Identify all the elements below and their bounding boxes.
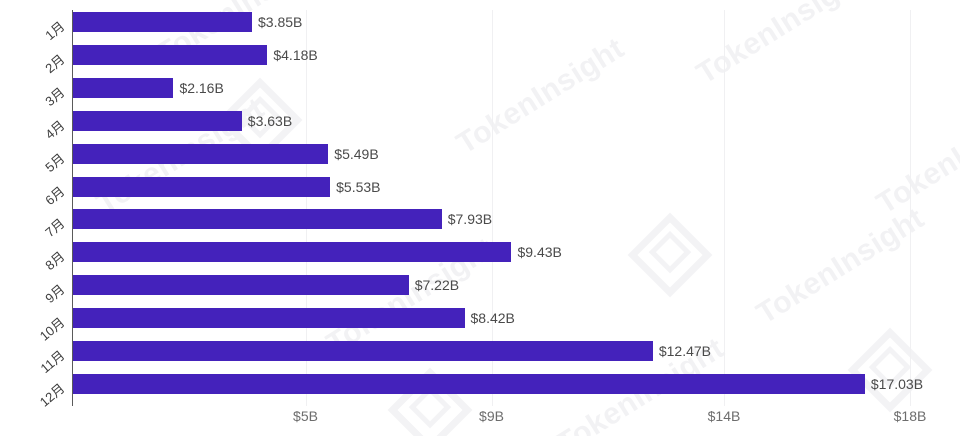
bar[interactable] bbox=[73, 143, 329, 164]
bar[interactable] bbox=[73, 373, 865, 394]
bar-row[interactable]: $5.49B bbox=[73, 143, 960, 164]
bar-value-label: $12.47B bbox=[658, 343, 712, 359]
bar-value-label: $5.49B bbox=[334, 145, 379, 162]
bar-row[interactable]: $2.16B bbox=[73, 77, 960, 98]
x-axis-tick-label: $5B bbox=[293, 408, 318, 424]
y-axis-line bbox=[72, 10, 73, 406]
bar-row[interactable]: $17.03B bbox=[73, 373, 960, 394]
bar-row[interactable]: $4.18B bbox=[73, 44, 960, 65]
bar[interactable] bbox=[73, 44, 268, 65]
bar-value-label: $8.42B bbox=[470, 310, 515, 327]
bar-value-label: $17.03B bbox=[870, 375, 924, 392]
x-axis-tick-label: $14B bbox=[707, 408, 741, 424]
bar-value-label: $4.18B bbox=[273, 46, 318, 63]
bar-value-label: $3.63B bbox=[247, 112, 293, 129]
bar-value-label: $7.93B bbox=[447, 211, 493, 228]
bar-row[interactable]: $3.85B bbox=[73, 12, 960, 32]
bar[interactable] bbox=[73, 12, 253, 32]
bar[interactable] bbox=[73, 77, 174, 98]
gridline bbox=[724, 10, 725, 406]
gridline bbox=[491, 10, 493, 406]
bar[interactable] bbox=[73, 275, 409, 296]
bar-row[interactable]: $8.42B bbox=[73, 308, 960, 329]
bar-value-label: $7.22B bbox=[414, 277, 460, 294]
bar-row[interactable]: $12.47B bbox=[73, 341, 960, 361]
bar-row[interactable]: $7.22B bbox=[73, 275, 960, 296]
x-axis-tick-label: $18B bbox=[893, 408, 927, 424]
bar-value-label: $3.85B bbox=[258, 14, 303, 30]
bar-value-label: $5.53B bbox=[336, 178, 381, 195]
bar-row[interactable]: $7.93B bbox=[73, 209, 960, 230]
gridline bbox=[910, 10, 911, 406]
x-axis-tick-label: $9B bbox=[479, 408, 504, 424]
bar-value-label: $9.43B bbox=[517, 244, 562, 261]
gridline bbox=[305, 10, 307, 406]
bar-row[interactable]: $9.43B bbox=[73, 242, 960, 263]
bar[interactable] bbox=[73, 176, 331, 197]
bar-value-label: $2.16B bbox=[179, 79, 224, 96]
bar-row[interactable]: $5.53B bbox=[73, 176, 960, 197]
bar[interactable] bbox=[73, 110, 242, 131]
bar[interactable] bbox=[73, 341, 653, 361]
bar[interactable] bbox=[73, 209, 442, 230]
bar[interactable] bbox=[73, 242, 512, 263]
bar-row[interactable]: $3.63B bbox=[73, 110, 960, 131]
bar[interactable] bbox=[73, 308, 465, 329]
